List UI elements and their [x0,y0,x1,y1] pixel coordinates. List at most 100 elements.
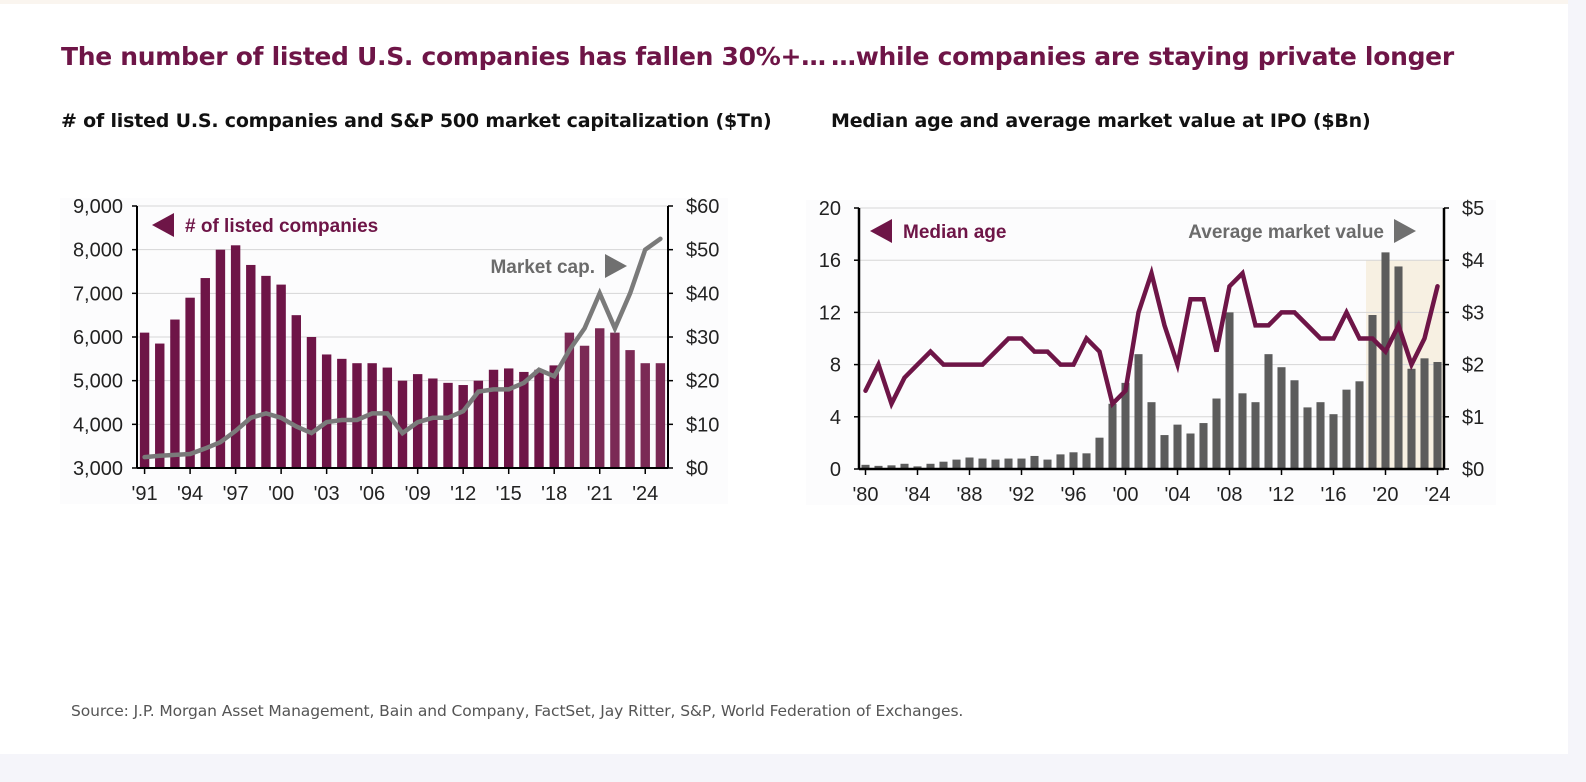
bar-1989 [978,458,987,469]
bar-1984 [913,466,922,469]
bar-1986 [939,461,948,469]
bar-1999 [261,275,271,468]
bar-1994 [185,297,195,468]
right-axis-tick-label: $20 [686,371,719,393]
bar-2021 [595,328,605,468]
bar-2013 [1290,380,1299,469]
bar-2019 [1368,315,1377,469]
right-axis-tick-label: $30 [686,327,719,349]
bar-2004 [337,358,347,468]
left-pointing-triangle-icon [152,213,174,237]
left-axis-tick-label: 20 [819,198,841,220]
right-panel-title: …while companies are staying private lon… [831,42,1454,71]
right-pointing-triangle-icon [1394,219,1416,243]
bar-1992 [1017,458,1026,469]
bar-2011 [443,382,453,468]
x-axis-tick-label: '00 [268,483,294,505]
bar-1994 [1043,459,1052,469]
bar-1999 [1108,403,1117,469]
x-axis-tick-label: '20 [1372,484,1398,506]
right-pointing-triangle-icon [605,254,627,278]
x-axis-tick-label: '09 [405,483,431,505]
left-pointing-triangle-icon [870,219,892,243]
bar-1995 [200,278,210,468]
left-axis-tick-label: 8 [830,355,841,377]
bar-2018 [1355,381,1364,469]
bar-2005 [352,363,362,468]
left-axis-tick-label: 6,000 [73,327,123,349]
x-axis-tick-label: '24 [1424,484,1450,506]
left-axis-tick-label: 0 [830,459,841,481]
x-axis-tick-label: '91 [132,483,158,505]
bar-2015 [503,368,514,468]
right-chart-subtitle: Median age and average market value at I… [831,110,1371,132]
x-axis-tick-label: '04 [1164,484,1190,506]
right-axis-tick-label: $2 [1462,355,1484,377]
series-line-market-cap- [142,236,663,460]
bar-1997 [1082,453,1091,469]
bar-2021 [1394,266,1403,469]
x-axis-tick-label: '97 [223,483,249,505]
bar-2022 [610,332,620,468]
bar-2004 [1173,424,1182,469]
series-line-median-age [863,265,1440,410]
x-axis-tick-label: '92 [1008,484,1034,506]
bar-1995 [1056,454,1065,469]
x-axis-tick-label: '03 [314,483,340,505]
legend-left-label: # of listed companies [185,216,378,237]
listed-companies-chart: 9,000 8,000 7,000 6,000 5,000 4,000 3,000 $60 $5… [60,196,728,505]
right-axis-tick-label: $10 [686,414,719,436]
bar-2003 [321,354,332,468]
left-axis-tick-label: 5,000 [73,371,123,393]
bar-2007 [382,367,393,468]
bar-1991 [1004,458,1013,469]
right-axis-tick-label: $40 [686,283,719,305]
left-axis-tick-label: 4,000 [73,414,123,436]
x-axis-tick-label: '15 [496,483,522,505]
bar-1982 [887,465,896,469]
bar-2020 [579,345,590,468]
bar-1980 [861,464,870,469]
bar-2023 [1420,358,1429,469]
x-axis-tick-label: '08 [1216,484,1242,506]
bar-1983 [900,463,909,469]
bar-2008 [397,380,408,468]
bar-2011 [1264,354,1273,469]
right-axis-tick-label: $60 [686,196,719,218]
left-axis-tick-label: 3,000 [73,458,123,480]
bar-2007 [1212,398,1221,469]
right-axis-tick-label: $4 [1462,250,1484,272]
right-axis-tick-label: $0 [1462,459,1484,481]
bar-2020 [1381,252,1390,469]
x-axis-tick-label: '18 [541,483,567,505]
bar-2023 [625,350,635,468]
left-chart-subtitle: # of listed U.S. companies and S&P 500 m… [61,110,772,132]
bar-2024 [640,363,650,468]
bar-2006 [1199,423,1208,469]
right-axis-tick-label: $1 [1462,407,1484,429]
bar-1988 [965,457,974,469]
x-axis-tick-label: '94 [177,483,203,505]
bar-2016 [519,371,529,468]
bar-1990 [991,459,1000,469]
bar-2015 [1316,402,1325,469]
left-axis-tick-label: 16 [819,250,841,272]
left-axis-tick-label: 4 [830,407,841,429]
bar-2013 [473,380,484,468]
left-axis-tick-label: 8,000 [73,240,123,262]
bar-1991 [139,332,150,468]
left-panel-title: The number of listed U.S. companies has … [61,42,826,71]
bar-1981 [874,465,883,469]
legend-right-label: Average market value [1188,222,1384,243]
legend-right-label: Market cap. [490,257,595,278]
bar-2002 [306,337,317,468]
x-axis-tick-label: '24 [632,483,658,505]
bar-2022 [1407,368,1416,469]
bar-2010 [1251,402,1260,469]
x-axis-tick-label: '12 [1268,484,1294,506]
x-axis-tick-label: '12 [450,483,476,505]
page: The number of listed U.S. companies has … [0,0,1568,720]
bar-2000 [276,284,286,468]
bar-2017 [1342,389,1351,469]
source-note: Source: J.P. Morgan Asset Management, Ba… [71,702,964,720]
